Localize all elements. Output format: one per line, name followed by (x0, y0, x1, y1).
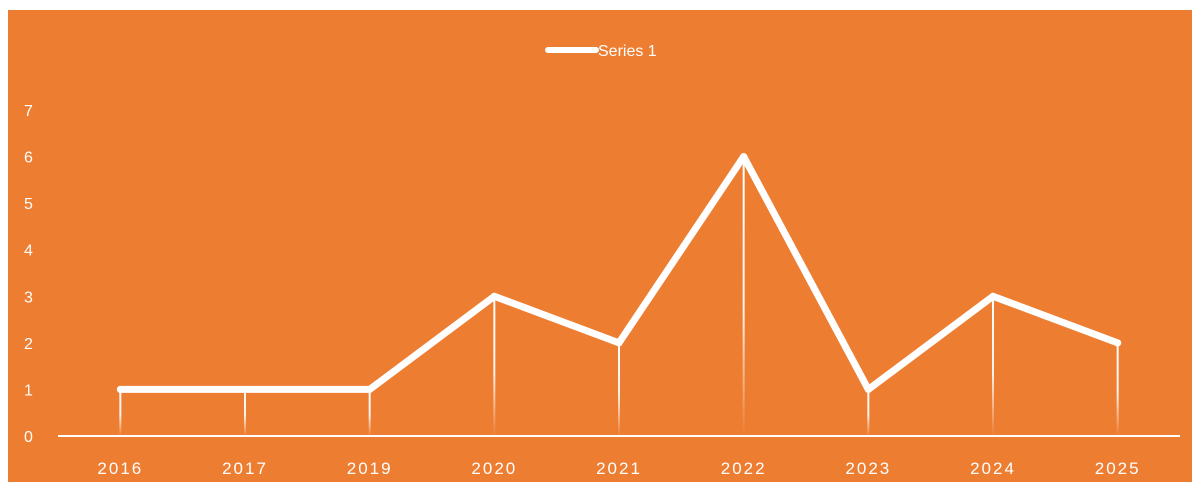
x-tick-label: 2017 (222, 459, 268, 478)
x-tick-label: 2024 (970, 459, 1016, 478)
drop-line (992, 296, 994, 436)
x-tick-label: 2023 (845, 459, 891, 478)
x-tick-label: 2019 (347, 459, 393, 478)
drop-line (742, 156, 745, 437)
data-point (740, 153, 748, 161)
y-tick-label: 7 (24, 103, 33, 120)
data-point (366, 385, 374, 393)
y-tick-label: 2 (24, 336, 33, 353)
data-point (989, 292, 997, 300)
data-point (864, 385, 872, 393)
drop-line (867, 389, 870, 436)
y-axis: 0 1 2 3 4 5 6 7 (24, 103, 33, 446)
y-tick-label: 1 (24, 382, 33, 399)
y-tick-label: 5 (24, 196, 33, 213)
drop-line (368, 389, 371, 436)
drop-line (493, 296, 496, 436)
data-point (615, 339, 623, 347)
drop-line (244, 389, 246, 436)
drop-lines (119, 156, 1119, 437)
x-tick-label: 2020 (471, 459, 517, 478)
y-tick-label: 4 (24, 243, 33, 260)
drop-line (119, 389, 122, 436)
data-point (116, 385, 124, 393)
data-point (241, 385, 249, 393)
y-tick-label: 6 (24, 150, 33, 167)
y-tick-label: 3 (24, 289, 33, 306)
data-point (490, 292, 498, 300)
series-lines (116, 153, 1122, 393)
x-tick-label: 2016 (97, 459, 143, 478)
data-point (1114, 339, 1122, 347)
y-tick-label: 0 (24, 429, 33, 446)
x-tick-label: 2022 (721, 459, 767, 478)
x-tick-label: 2025 (1095, 459, 1141, 478)
drop-line (618, 342, 620, 436)
x-axis: 2016 2017 2019 2020 2021 2022 2023 2024 2025 (58, 435, 1180, 478)
x-tick-label: 2021 (596, 459, 642, 478)
legend: Series 1 (545, 43, 657, 60)
legend-label: Series 1 (598, 43, 657, 60)
drop-line (1116, 342, 1119, 436)
